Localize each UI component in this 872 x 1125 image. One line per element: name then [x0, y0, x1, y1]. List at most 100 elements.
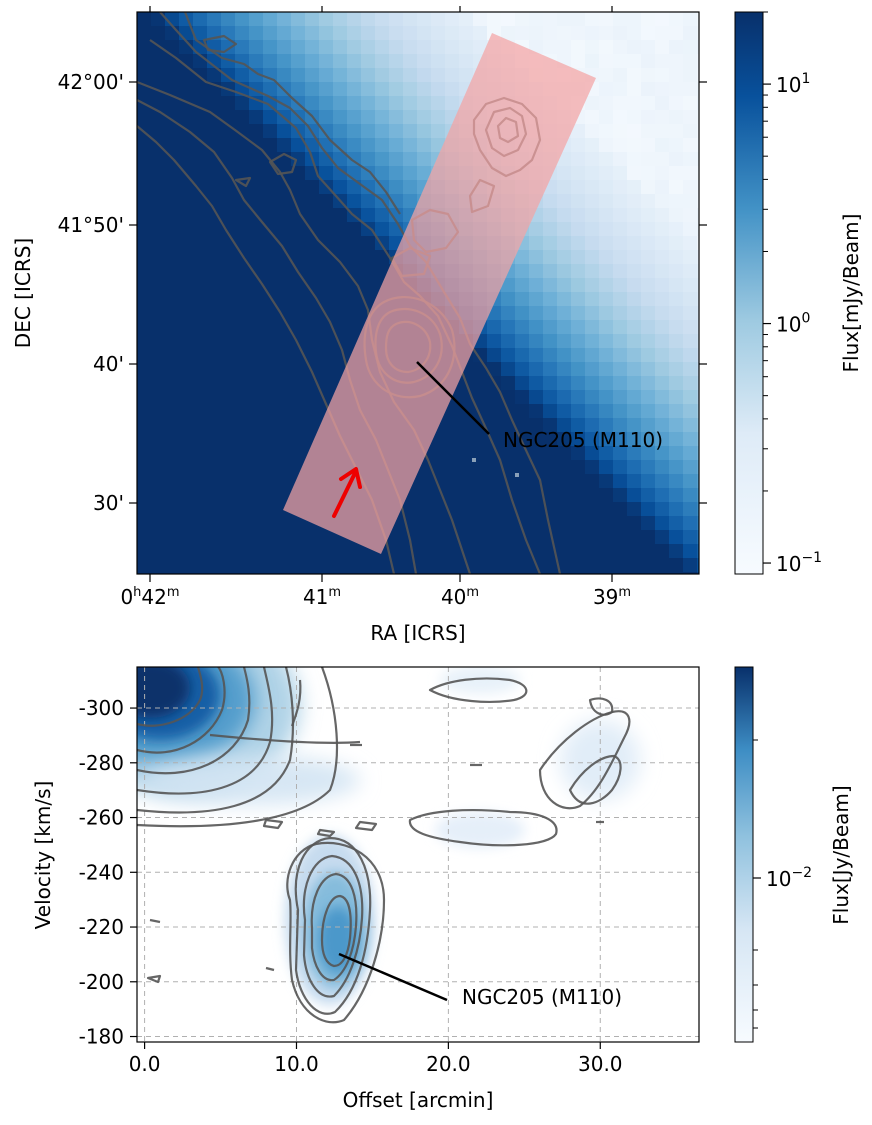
- map-pixel: [193, 26, 208, 41]
- map-pixel: [641, 390, 656, 405]
- map-pixel: [613, 376, 628, 391]
- map-pixel: [669, 390, 684, 405]
- map-pixel: [697, 418, 699, 433]
- emission-blob: [137, 667, 190, 718]
- map-pixel: [277, 180, 292, 195]
- map-pixel: [361, 82, 376, 97]
- map-pixel: [165, 110, 180, 125]
- map-pixel: [221, 110, 236, 125]
- x-tick-label: 39m: [593, 585, 631, 609]
- pv-contour: [262, 818, 284, 830]
- map-pixel: [543, 558, 558, 573]
- map-pixel: [557, 460, 572, 475]
- map-pixel: [571, 166, 586, 181]
- map-pixel: [459, 432, 474, 447]
- map-pixel: [207, 208, 222, 223]
- map-pixel: [235, 404, 250, 419]
- map-pixel: [655, 180, 670, 195]
- map-pixel: [655, 348, 670, 363]
- map-pixel: [333, 236, 348, 251]
- map-pixel: [655, 376, 670, 391]
- map-pixel: [319, 264, 334, 279]
- map-pixel: [683, 572, 698, 574]
- map-pixel: [459, 474, 474, 489]
- map-pixel: [599, 26, 614, 41]
- map-pixel: [697, 390, 699, 405]
- pv-contour: [137, 667, 339, 828]
- map-pixel: [501, 26, 516, 41]
- map-pixel: [571, 376, 586, 391]
- map-pixel: [571, 432, 586, 447]
- map-pixel: [151, 460, 166, 475]
- map-pixel: [669, 124, 684, 139]
- map-pixel: [571, 26, 586, 41]
- map-pixel: [641, 460, 656, 475]
- map-pixel: [655, 124, 670, 139]
- map-pixel: [235, 558, 250, 573]
- map-pixel: [137, 26, 152, 41]
- map-pixel: [655, 418, 670, 433]
- map-pixel: [137, 376, 152, 391]
- map-pixel: [487, 460, 502, 475]
- map-contour: [149, 39, 542, 574]
- map-pixel: [487, 404, 502, 419]
- map-pixel: [683, 488, 698, 503]
- map-pixel: [417, 40, 432, 55]
- top-colorbar-ticks: 101 100 10−1: [763, 11, 822, 576]
- map-pixel: [305, 390, 320, 405]
- map-pixel: [165, 516, 180, 531]
- map-pixel: [683, 558, 698, 573]
- map-pixel: [571, 278, 586, 293]
- map-pixel: [165, 26, 180, 41]
- map-pixel: [627, 432, 642, 447]
- map-pixel: [529, 572, 544, 574]
- map-pixel: [347, 278, 362, 293]
- map-pixel: [165, 348, 180, 363]
- map-pixel: [613, 138, 628, 153]
- map-pixel: [683, 390, 698, 405]
- map-pixel: [515, 12, 530, 27]
- map-pixel: [137, 222, 152, 237]
- map-pixel: [137, 460, 152, 475]
- map-pixel: [445, 544, 460, 559]
- map-pixel: [179, 152, 194, 167]
- map-pixel: [403, 96, 418, 111]
- map-pixel: [193, 376, 208, 391]
- map-pixel: [165, 306, 180, 321]
- map-pixel: [277, 26, 292, 41]
- map-pixel: [613, 572, 628, 574]
- map-pixel: [543, 376, 558, 391]
- map-pixel: [669, 138, 684, 153]
- y-tick-label: 41°50': [58, 213, 124, 237]
- map-pixel: [613, 194, 628, 209]
- map-pixel: [627, 222, 642, 237]
- map-pixel: [571, 138, 586, 153]
- map-pixel: [249, 194, 264, 209]
- map-pixel: [417, 110, 432, 125]
- map-pixel: [347, 124, 362, 139]
- map-pixel: [627, 12, 642, 27]
- map-pixel: [151, 222, 166, 237]
- map-pixel: [445, 474, 460, 489]
- map-pixel: [263, 250, 278, 265]
- map-pixel: [627, 320, 642, 335]
- map-pixel: [627, 96, 642, 111]
- map-pixel: [207, 278, 222, 293]
- map-pixel: [627, 180, 642, 195]
- map-pixel: [235, 138, 250, 153]
- map-pixel: [305, 68, 320, 83]
- map-pixel: [165, 432, 180, 447]
- map-pixel: [613, 236, 628, 251]
- map-pixel: [137, 264, 152, 279]
- map-pixel: [221, 208, 236, 223]
- map-pixel: [249, 306, 264, 321]
- map-pixel: [319, 376, 334, 391]
- map-pixel: [207, 222, 222, 237]
- map-pixel: [165, 376, 180, 391]
- map-pixel: [599, 418, 614, 433]
- map-pixel: [389, 110, 404, 125]
- map-pixel: [641, 82, 656, 97]
- map-pixel: [641, 558, 656, 573]
- map-pixel: [333, 166, 348, 181]
- map-pixel: [683, 250, 698, 265]
